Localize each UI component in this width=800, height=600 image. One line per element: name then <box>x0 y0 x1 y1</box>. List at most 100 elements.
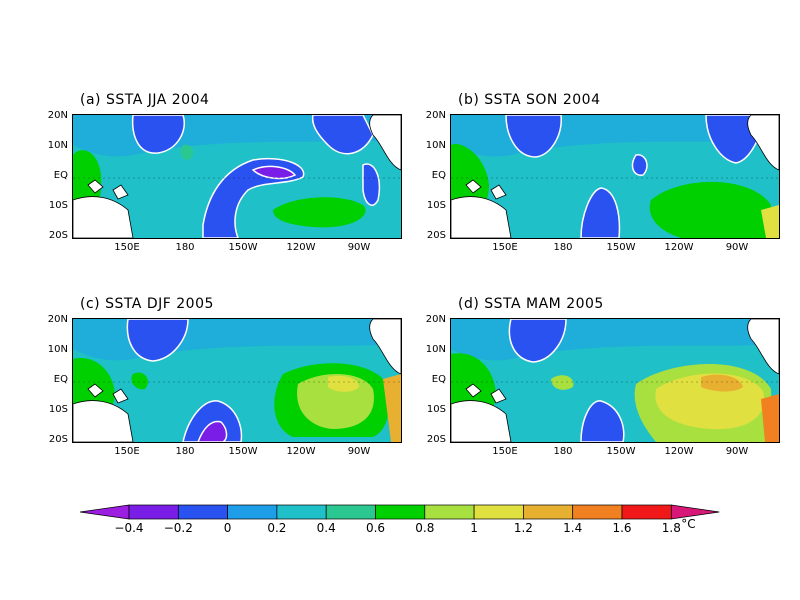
colorbar-segment <box>424 504 475 520</box>
panel-title-a: (a) SSTA JJA 2004 <box>80 92 210 108</box>
lat-tick-label: 20N <box>47 110 68 121</box>
colorbar-tick-label: 1.8 <box>661 521 681 535</box>
lon-tick-label: 180 <box>553 446 573 457</box>
colorbar-left-arrow <box>79 504 130 520</box>
sst-anomaly-map <box>73 319 401 442</box>
colorbar-segment <box>375 504 426 520</box>
contour-region <box>551 375 574 390</box>
land-mass <box>451 400 512 442</box>
lon-tick-label: 150W <box>228 242 258 253</box>
lat-tick-label: 20S <box>48 434 68 445</box>
land-mass <box>112 388 129 404</box>
land-mass <box>369 115 401 171</box>
land-mass <box>465 179 482 194</box>
lat-tick-label: 10N <box>47 344 68 355</box>
colorbar-segment <box>276 504 327 520</box>
land-mass <box>87 383 104 398</box>
colorbar-unit: °C <box>681 517 696 531</box>
lon-tick-label: 120W <box>286 242 316 253</box>
land-mass <box>490 184 507 200</box>
lat-tick-label: 20S <box>426 230 446 241</box>
contour-region <box>505 115 562 158</box>
land-mass <box>747 115 779 171</box>
contour-region <box>180 144 194 160</box>
colorbar-segment <box>177 504 228 520</box>
lon-tick-label: 150E <box>492 242 518 253</box>
colorbar-tick-label: 0.2 <box>267 521 287 535</box>
map-panel-a <box>72 114 402 239</box>
colorbar-tick-label: 0.6 <box>365 521 386 535</box>
colorbar-tick-label: 1.6 <box>612 521 632 535</box>
contour-region <box>311 115 374 155</box>
lon-tick-label: 150E <box>492 446 518 457</box>
land-mass <box>451 196 512 238</box>
land-mass <box>369 319 401 375</box>
lon-tick-label: 180 <box>175 446 195 457</box>
land-mass <box>465 383 482 398</box>
lat-tick-label: 10S <box>426 404 446 415</box>
colorbar-segment <box>523 504 574 520</box>
lat-tick-label: 10N <box>425 344 446 355</box>
contour-region <box>580 400 625 442</box>
lon-tick-label: 150W <box>606 242 636 253</box>
lat-tick-label: 20N <box>425 314 446 325</box>
contour-region <box>328 375 359 392</box>
contour-region <box>761 394 779 442</box>
contour-region <box>131 115 185 154</box>
contour-region <box>251 165 297 180</box>
contour-region <box>580 187 621 238</box>
lat-tick-label: 20S <box>48 230 68 241</box>
land-mass <box>490 388 507 404</box>
lat-tick-label: EQ <box>53 170 68 181</box>
contour-region <box>508 319 567 363</box>
lat-tick-label: EQ <box>431 170 446 181</box>
lat-tick-label: EQ <box>431 374 446 385</box>
lon-tick-label: 180 <box>175 242 195 253</box>
lat-tick-label: 10N <box>425 140 446 151</box>
colorbar-tick-label: −0.2 <box>163 521 193 535</box>
contour-region <box>131 372 148 390</box>
colorbar-segment <box>128 504 179 520</box>
colorbar-tick-label: −0.4 <box>114 521 144 535</box>
colorbar-tick-label: 0 <box>223 521 232 535</box>
lon-tick-label: 90W <box>347 242 371 253</box>
lat-tick-label: 20N <box>47 314 68 325</box>
land-mass <box>73 196 134 238</box>
sst-anomaly-map <box>451 115 779 238</box>
colorbar-tick-label: 1.4 <box>563 521 583 535</box>
colorbar-segment <box>473 504 524 520</box>
lon-tick-label: 150W <box>228 446 258 457</box>
land-mass <box>112 184 129 200</box>
lon-tick-label: 120W <box>664 242 694 253</box>
contour-region <box>701 374 743 392</box>
land-mass <box>747 319 779 375</box>
panel-title-c: (c) SSTA DJF 2005 <box>80 296 214 312</box>
lat-tick-label: 10S <box>426 200 446 211</box>
contour-region <box>273 197 366 228</box>
colorbar-tick-label: 1.2 <box>513 521 533 535</box>
lon-tick-label: 180 <box>553 242 573 253</box>
contour-region <box>649 181 771 238</box>
contour-region <box>362 163 380 206</box>
sst-anomaly-map <box>73 115 401 238</box>
contour-region <box>631 154 648 176</box>
colorbar-tick-label: 1 <box>470 521 478 535</box>
colorbar-tick-label: 0.4 <box>316 521 336 535</box>
lon-tick-label: 120W <box>664 446 694 457</box>
lon-tick-label: 90W <box>347 446 371 457</box>
panel-title-d: (d) SSTA MAM 2005 <box>458 296 604 312</box>
lon-tick-label: 90W <box>725 446 749 457</box>
lon-tick-label: 120W <box>286 446 316 457</box>
lat-tick-label: EQ <box>53 374 68 385</box>
contour-region <box>761 205 779 238</box>
map-panel-c <box>72 318 402 443</box>
sst-anomaly-map <box>451 319 779 442</box>
contour-region <box>383 374 401 442</box>
lon-tick-label: 150E <box>114 242 140 253</box>
lat-tick-label: 10S <box>48 404 68 415</box>
panel-title-b: (b) SSTA SON 2004 <box>458 92 601 108</box>
map-panel-b <box>450 114 780 239</box>
contour-region <box>197 420 228 442</box>
colorbar-segment <box>227 504 278 520</box>
colorbar-tick-label: 0.8 <box>415 521 435 535</box>
